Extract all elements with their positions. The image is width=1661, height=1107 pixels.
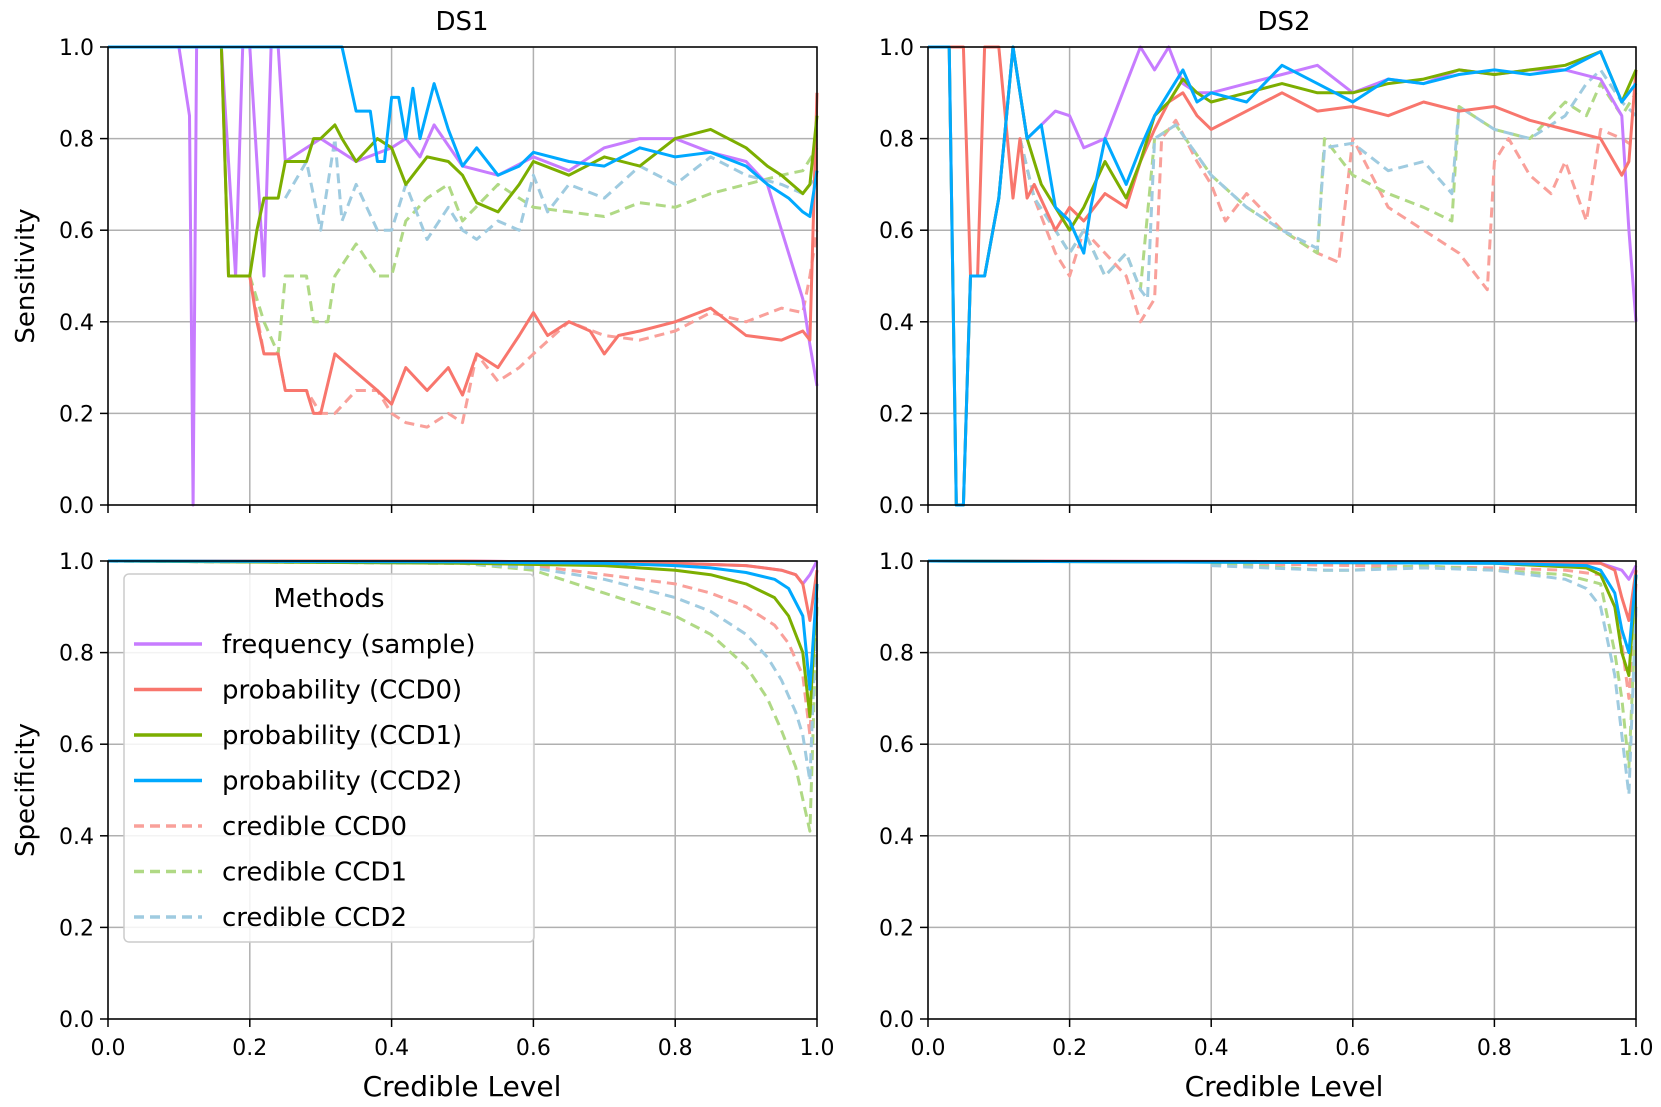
x-tick-label: 0.8 <box>1477 1036 1512 1061</box>
legend-label: probability (CCD0) <box>222 676 462 706</box>
y-tick-label: 0.2 <box>879 402 914 427</box>
series-line-credible-ccd1 <box>1018 82 1638 292</box>
panel-4: 0.0 0.2 0.4 0.6 0.8 1.0 0.0 0.2 0.4 0.6 0.8 1.0 <box>879 550 1654 1061</box>
x-tick-label: 0.4 <box>1194 1036 1229 1061</box>
y-tick-label: 0.8 <box>59 642 94 667</box>
x-tick-label: 0.8 <box>658 1036 693 1061</box>
x-tick-label: 0.2 <box>1052 1036 1087 1061</box>
x-tick-label: 1.0 <box>800 1036 835 1061</box>
series-line-credible-ccd2 <box>107 559 819 783</box>
legend-entries: frequency (sample) probability (CCD0) prob… <box>134 630 476 933</box>
y-tick-label: 0.8 <box>59 128 94 153</box>
series-line-frequency-sample <box>928 45 1638 507</box>
x-tick-label: 0.6 <box>516 1036 551 1061</box>
xlabel-right: Credible Level <box>1185 1070 1384 1103</box>
series-line-credible-ccd1 <box>248 147 819 356</box>
axes-frame <box>927 560 1637 1020</box>
axes-frame <box>107 46 818 506</box>
y-tick-label: 0.6 <box>59 219 94 244</box>
series-group <box>927 559 1638 797</box>
series-line-credible-ccd1 <box>1211 561 1638 769</box>
legend-title: Methods <box>273 584 384 614</box>
series-line-credible-ccd0 <box>107 559 819 737</box>
series-line-probability-ccd1 <box>927 559 1638 677</box>
title-ds1: DS1 <box>435 7 488 37</box>
series-line-probability-ccd1 <box>108 45 819 278</box>
panel-3: 0.0 0.2 0.4 0.6 0.8 1.0 0.0 0.2 0.4 0.6 0.8 1.0 <box>59 550 835 1061</box>
y-tick-label: 0.6 <box>879 219 914 244</box>
series-group <box>107 559 819 833</box>
xlabel-left: Credible Level <box>363 1070 562 1103</box>
series-line-credible-ccd0 <box>248 229 819 429</box>
y-tick-label: 0.0 <box>59 494 94 519</box>
y-tick-label: 0.6 <box>879 733 914 758</box>
legend-frame <box>123 573 535 943</box>
y-tick-label: 0.8 <box>879 642 914 667</box>
series-line-credible-ccd0 <box>1018 118 1637 324</box>
series-line-probability-ccd1 <box>107 559 819 719</box>
legend-label: credible CCD0 <box>222 812 407 842</box>
y-tick-label: 0.8 <box>879 128 914 153</box>
x-tick-label: 0.4 <box>374 1036 409 1061</box>
y-tick-label: 1.0 <box>879 36 914 61</box>
y-tick-label: 0.0 <box>59 1008 94 1033</box>
legend-label: credible CCD1 <box>222 858 407 888</box>
series-line-credible-ccd2 <box>284 137 819 241</box>
series-line-probability-ccd1 <box>928 45 1638 507</box>
series-line-frequency-sample <box>108 45 819 507</box>
axes-frame <box>107 560 818 1020</box>
series-group <box>108 45 819 507</box>
y-tick-label: 0.4 <box>879 311 914 336</box>
series-line-credible-ccd2 <box>1018 68 1638 301</box>
series-line-credible-ccd1 <box>107 559 819 833</box>
legend-label: credible CCD2 <box>222 903 407 933</box>
y-tick-label: 0.6 <box>59 733 94 758</box>
y-tick-label: 0.0 <box>879 1008 914 1033</box>
y-tick-label: 0.4 <box>879 825 914 850</box>
series-line-probability-ccd0 <box>108 45 819 415</box>
series-group <box>928 45 1638 507</box>
series-line-credible-ccd2 <box>1211 564 1638 797</box>
series-line-probability-ccd2 <box>927 559 1638 655</box>
panels: 0.00.20.40.60.81.00.00.20.40.60.81.00.0 0… <box>59 36 1654 1061</box>
title-ds2: DS2 <box>1257 7 1310 37</box>
x-tick-label: 0.2 <box>232 1036 267 1061</box>
y-tick-label: 1.0 <box>59 36 94 61</box>
series-line-probability-ccd2 <box>108 45 819 218</box>
y-tick-label: 0.2 <box>879 916 914 941</box>
legend-label: probability (CCD2) <box>222 767 462 797</box>
panel-1: 0.0 0.2 0.4 0.6 0.8 1.0 <box>59 36 819 519</box>
y-tick-label: 0.4 <box>59 825 94 850</box>
ylabel-sensitivity: Sensitivity <box>11 208 41 343</box>
ylabel-specificity: Specificity <box>11 723 41 857</box>
series-line-probability-ccd2 <box>928 45 1638 507</box>
y-tick-label: 0.2 <box>59 916 94 941</box>
legend-label: frequency (sample) <box>222 630 476 660</box>
x-tick-label: 1.0 <box>1619 1036 1654 1061</box>
x-tick-label: 0.6 <box>1335 1036 1370 1061</box>
legend-label: probability (CCD1) <box>222 721 462 751</box>
x-tick-label: 0.0 <box>911 1036 946 1061</box>
y-tick-label: 0.2 <box>59 402 94 427</box>
legend: Methods frequency (sample) probability (C… <box>123 573 535 943</box>
y-tick-label: 1.0 <box>59 550 94 575</box>
y-tick-label: 1.0 <box>879 550 914 575</box>
x-tick-label: 0.0 <box>91 1036 126 1061</box>
series-line-credible-ccd0 <box>1211 561 1638 700</box>
y-tick-label: 0.0 <box>879 494 914 519</box>
panel-2: 0.0 0.2 0.4 0.6 0.8 1.0 <box>879 36 1638 519</box>
y-tick-label: 0.4 <box>59 311 94 336</box>
axes-frame <box>927 46 1637 506</box>
series-line-probability-ccd2 <box>107 559 819 691</box>
